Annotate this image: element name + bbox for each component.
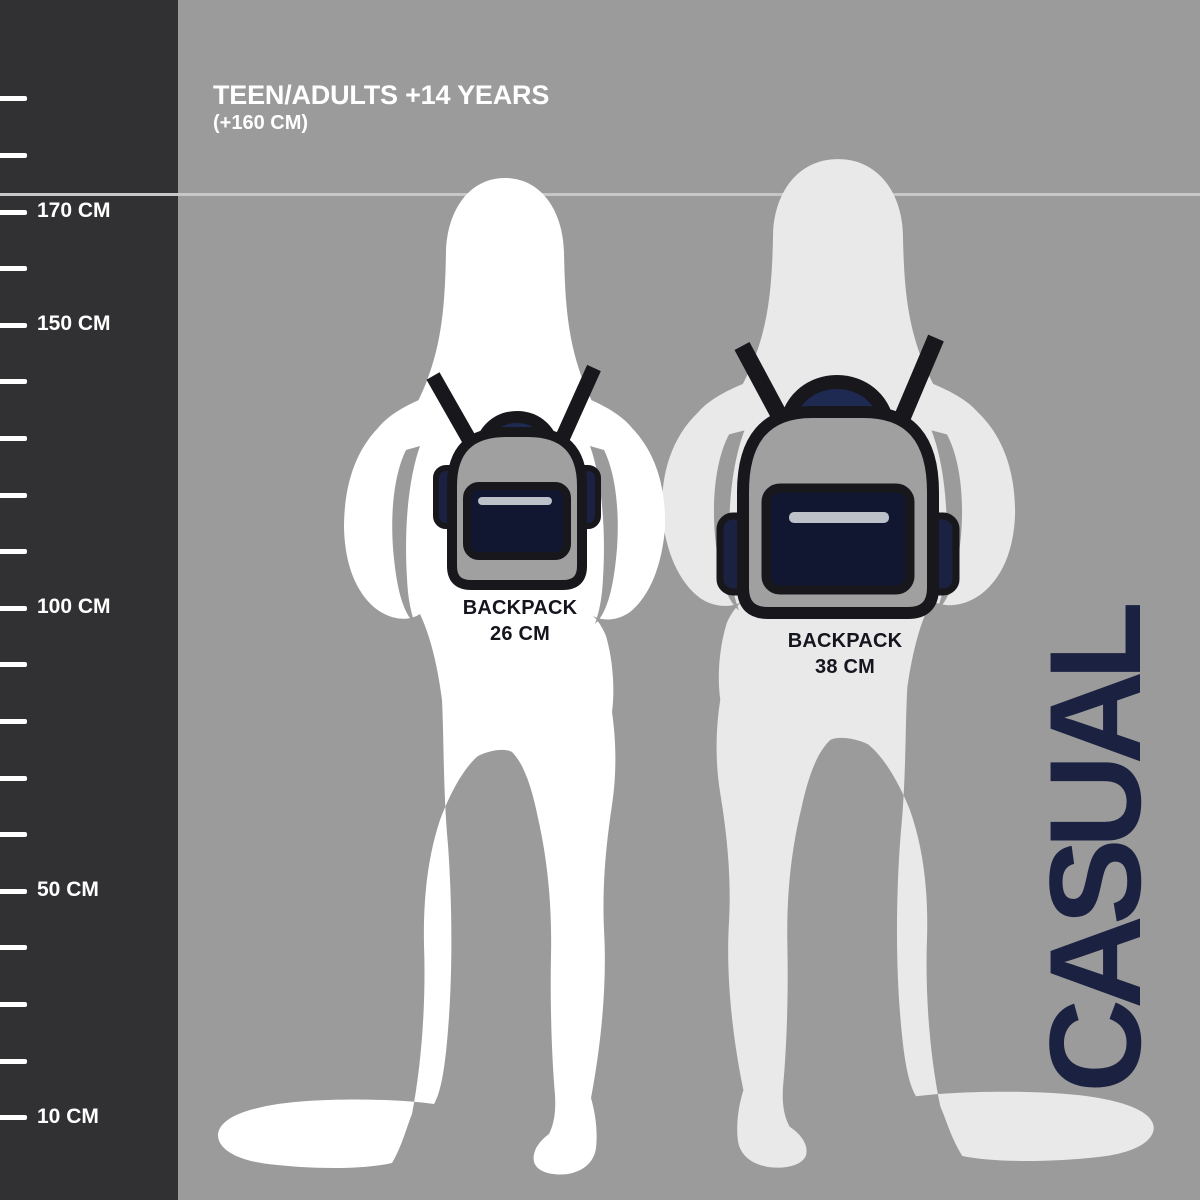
- ruler-tick: [0, 605, 27, 611]
- header-title: TEEN/ADULTS +14 YEARS: [213, 80, 550, 110]
- backpack-zipper: [478, 497, 552, 505]
- ruler-tick: [0, 1001, 27, 1007]
- backpack-strap: [551, 364, 601, 452]
- ruler-tick: [0, 549, 27, 555]
- backpack-pocket: [761, 483, 915, 595]
- ruler-tick: [0, 152, 27, 158]
- backpack-38cm: [716, 334, 960, 619]
- ruler-tick: [0, 322, 27, 328]
- ruler-tick: [0, 1115, 27, 1121]
- ruler-tick: [0, 718, 27, 724]
- ruler-tick: [0, 1058, 27, 1064]
- ruler-tick: [0, 945, 27, 951]
- backpack-38-size: 38 CM: [815, 656, 875, 678]
- ruler-tick: [0, 832, 27, 838]
- backpack-38-name: BACKPACK: [787, 630, 903, 652]
- backpack-26-size: 26 CM: [490, 623, 550, 645]
- ruler-tick-label: 170 CM: [37, 199, 111, 222]
- ruler-tick-label: 150 CM: [37, 312, 111, 336]
- ruler-tick: [0, 209, 27, 215]
- reference-line: [0, 193, 1200, 196]
- ruler-tick: [0, 96, 27, 102]
- ruler-tick: [0, 379, 27, 385]
- ruler-tick-label: 50 CM: [37, 878, 99, 902]
- backpack-26cm: [426, 364, 601, 590]
- ruler-tick: [0, 662, 27, 668]
- backpack-pocket: [463, 482, 571, 560]
- ruler-tick: [0, 888, 27, 894]
- header: TEEN/ADULTS +14 YEARS (+160 CM): [213, 80, 549, 136]
- backpack-strap: [426, 372, 481, 452]
- ruler-tick: [0, 492, 27, 498]
- silhouette-left: [217, 178, 666, 1175]
- header-subtitle: (+160 CM): [213, 112, 309, 134]
- backpack-26-name: BACKPACK: [462, 597, 578, 619]
- ruler-tick: [0, 266, 27, 272]
- backpack-zipper: [789, 512, 889, 523]
- ruler-tick: [0, 435, 27, 441]
- casual-vertical-label: CASUAL: [1022, 611, 1168, 1093]
- ruler-tick: [0, 775, 27, 781]
- backpack-38-label: BACKPACK 38 CM: [735, 628, 955, 680]
- ruler-tick-label: 10 CM: [37, 1104, 99, 1128]
- ruler: 170 CM 150 CM 100 CM 50 CM 10 CM: [0, 0, 178, 1200]
- ruler-tick-label: 100 CM: [37, 595, 111, 619]
- backpack-26-label: BACKPACK 26 CM: [410, 595, 630, 647]
